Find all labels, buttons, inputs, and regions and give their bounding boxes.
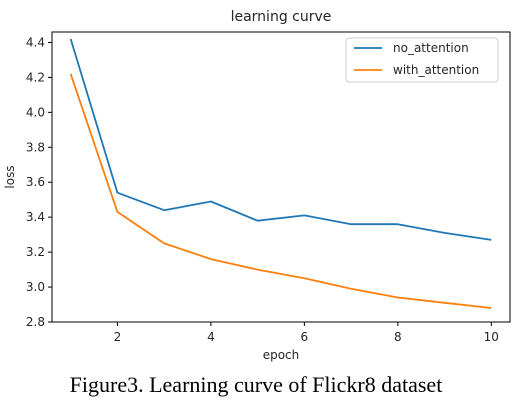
- y-tick-label: 2.8: [26, 315, 45, 329]
- learning-curve-chart: learning curve 2 4 6 8 10 2.8 3.0 3.2 3.4 3.6 3.8 4…: [3, 9, 511, 362]
- x-tick-label: 8: [394, 330, 402, 344]
- legend: no_attention with_attention: [345, 37, 499, 83]
- y-axis-label: loss: [3, 165, 17, 188]
- y-tick-label: 4.4: [26, 35, 45, 49]
- y-tick-label: 3.0: [26, 280, 45, 294]
- series-lines: [69, 38, 492, 309]
- y-tick-label: 3.6: [26, 175, 45, 189]
- y-tick-label: 4.0: [26, 105, 45, 119]
- y-tick-label: 4.2: [26, 70, 45, 84]
- x-tick-label: 4: [207, 330, 215, 344]
- chart-title: learning curve: [231, 9, 332, 25]
- y-tick-label: 3.8: [26, 140, 45, 154]
- legend-box: [345, 37, 499, 83]
- plot-frame: [51, 31, 511, 323]
- series-line-no-attention: [69, 38, 492, 241]
- y-tick-label: 3.2: [26, 245, 45, 259]
- axis-ticks: 2 4 6 8 10 2.8 3.0 3.2 3.4 3.6 3.8 4.0 4.2 4.4: [26, 35, 499, 344]
- legend-label: with_attention: [393, 63, 479, 77]
- legend-label: no_attention: [393, 41, 469, 55]
- x-tick-label: 6: [301, 330, 309, 344]
- x-axis-label: epoch: [263, 348, 300, 362]
- x-tick-label: 10: [484, 330, 499, 344]
- x-tick-label: 2: [114, 330, 122, 344]
- series-line-with-attention: [69, 73, 492, 309]
- figure-caption: Figure3. Learning curve of Flickr8 datas…: [69, 372, 443, 397]
- y-tick-label: 3.4: [26, 210, 45, 224]
